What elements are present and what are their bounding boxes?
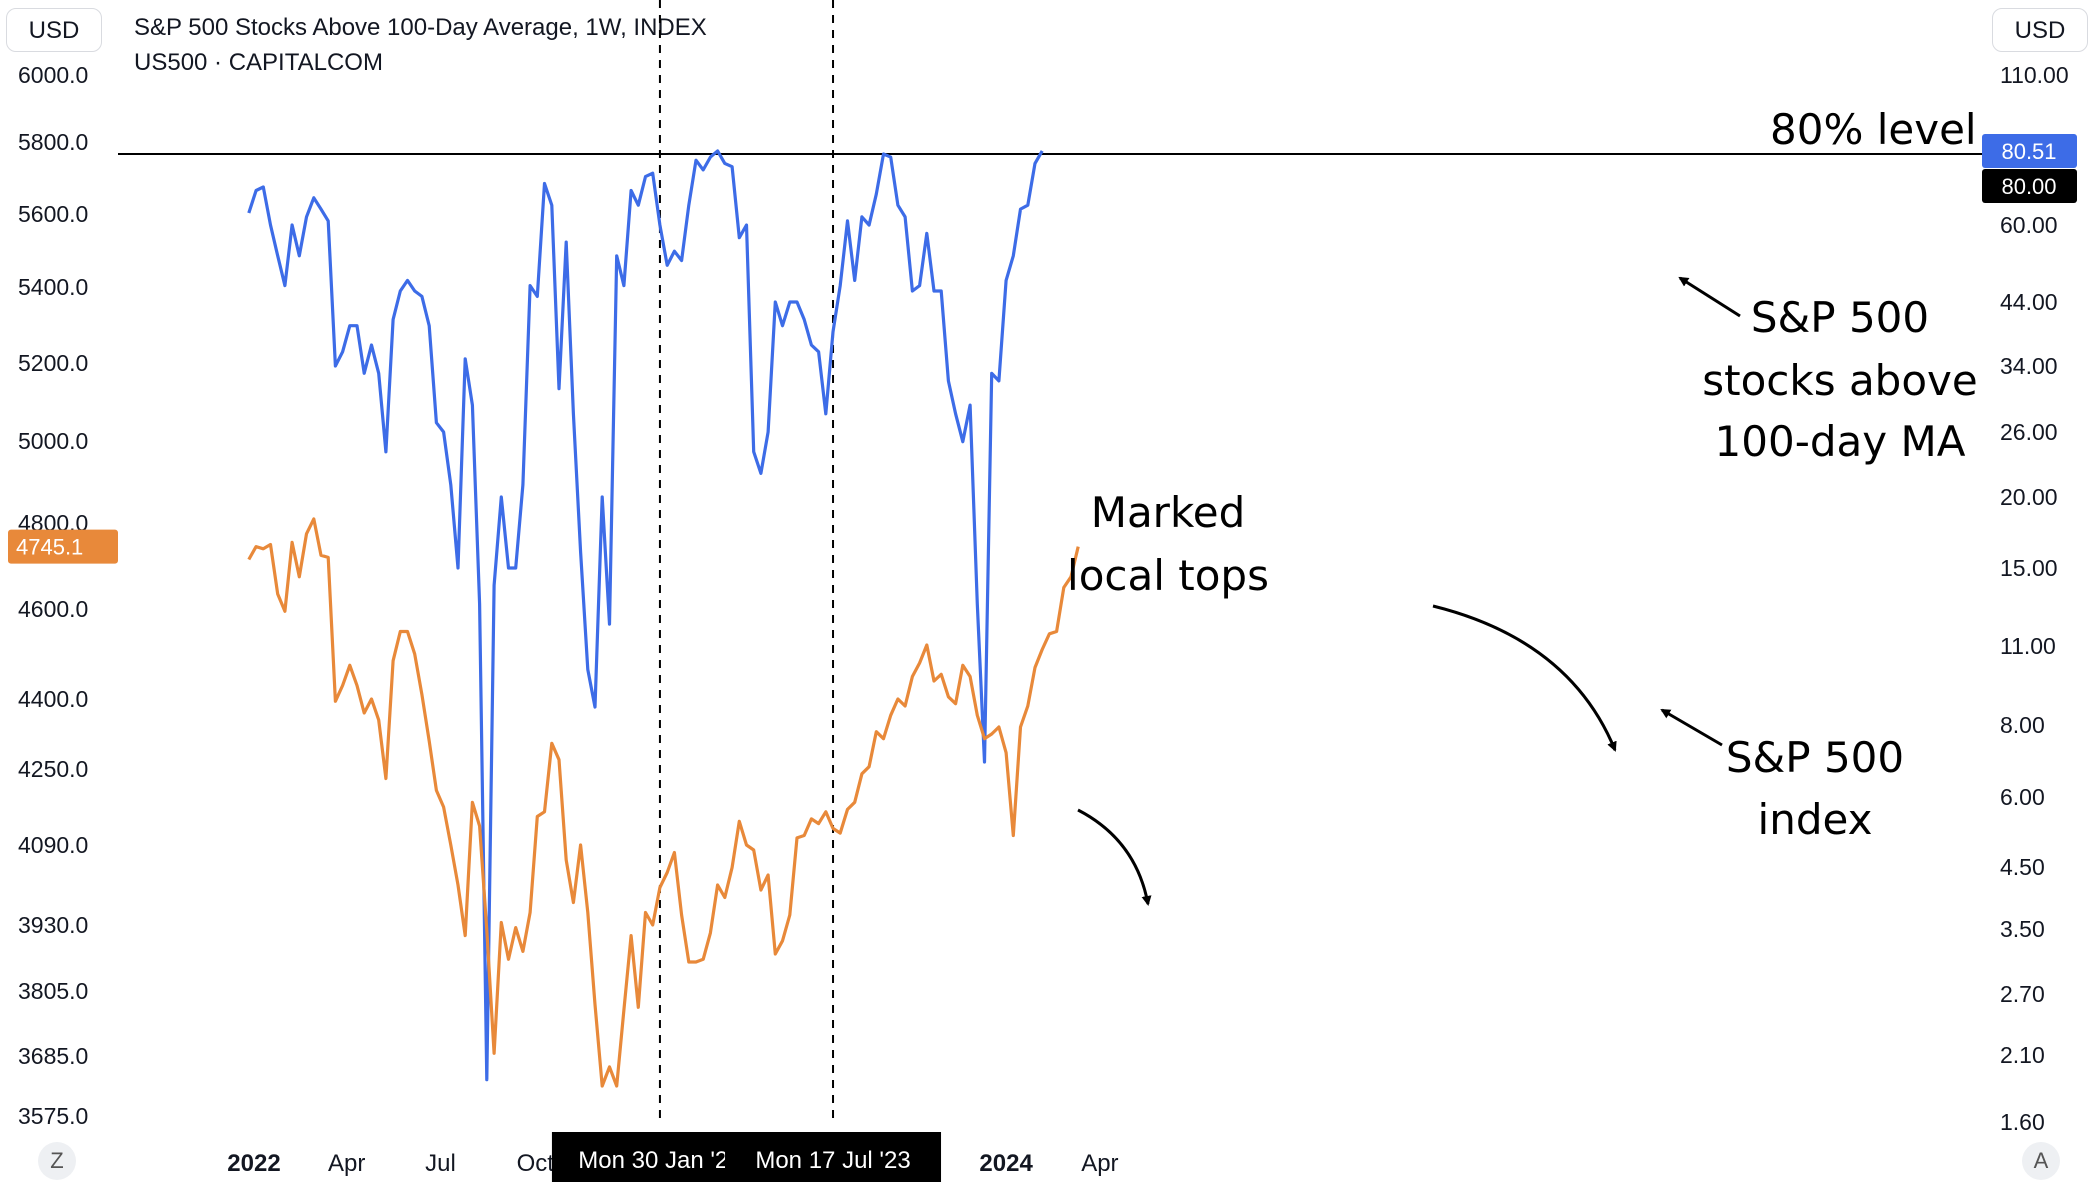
- left-axis-tick-label: 5000.0: [18, 428, 88, 454]
- left-axis-tick-label: 5800.0: [18, 129, 88, 155]
- curved-arrow-first-top: [1077, 808, 1152, 906]
- left-currency-button[interactable]: USD: [6, 8, 102, 52]
- x-axis-tick-label: Oct: [517, 1150, 555, 1177]
- left-axis-tick-label: 5600.0: [18, 201, 88, 227]
- right-axis-tick-label: 110.00: [2000, 62, 2069, 88]
- index-last-value-badge: [8, 529, 118, 564]
- date-marker-badge-label: Mon 30 Jan '23: [578, 1147, 741, 1174]
- chart-subtitle: US500 · CAPITALCOM: [134, 49, 383, 76]
- index-last-value-label: 4745.1: [16, 535, 83, 560]
- right-axis-tick-label: 4.50: [2000, 854, 2045, 880]
- pct-last-value-badge: [1982, 134, 2077, 168]
- right-axis-tick-label: 11.00: [2000, 633, 2056, 659]
- right-axis-tick-label: 1.60: [2000, 1109, 2045, 1135]
- right-axis-tick-label: 60.00: [2000, 212, 2058, 238]
- x-axis-tick-label: Apr: [1081, 1150, 1118, 1177]
- right-axis-tick-label: 26.00: [2000, 419, 2058, 445]
- auto-scale-toggle-left[interactable]: Z: [38, 1142, 76, 1180]
- left-axis-tick-label: 6000.0: [18, 62, 88, 88]
- x-axis-tick-label: Apr: [328, 1150, 365, 1177]
- ref-level-badge-label: 80.00: [2001, 174, 2056, 199]
- right-axis-tick-label: 3.50: [2000, 916, 2045, 942]
- right-currency-button[interactable]: USD: [1992, 8, 2088, 52]
- right-axis-tick-label: 15.00: [2000, 555, 2058, 581]
- right-axis-tick-label: 6.00: [2000, 784, 2045, 810]
- date-marker-badge: [725, 1132, 942, 1182]
- right-axis-tick-label: 8.00: [2000, 712, 2045, 738]
- right-axis-tick-label: 2.70: [2000, 981, 2045, 1007]
- left-axis-tick-label: 3575.0: [18, 1103, 88, 1129]
- arrow-to-pct-series: [1678, 276, 1741, 318]
- left-axis-tick-label: 4400.0: [18, 686, 88, 712]
- left-axis-tick-label: 3805.0: [18, 978, 88, 1004]
- left-axis-tick-label: 4090.0: [18, 832, 88, 858]
- right-axis-tick-label: 2.10: [2000, 1042, 2045, 1068]
- curved-arrow-second-top: [1432, 604, 1617, 752]
- left-axis-tick-label: 5200.0: [18, 350, 88, 376]
- left-axis-tick-label: 4250.0: [18, 756, 88, 782]
- annotation-pct-series-label: S&P 500 stocks above 100-day MA: [1702, 293, 1977, 466]
- x-axis-tick-label: Jul: [425, 1150, 456, 1177]
- date-marker-badge-label: Mon 17 Jul '23: [755, 1147, 910, 1174]
- pct-above-100dma-line: [247, 149, 1044, 1082]
- arrow-to-index-series: [1660, 708, 1723, 747]
- reference-line-label: 80% level: [1770, 105, 1977, 154]
- sp500-index-line: [247, 517, 1080, 1088]
- chart-title: S&P 500 Stocks Above 100-Day Average, 1W…: [134, 14, 707, 41]
- auto-scale-toggle-right[interactable]: A: [2022, 1142, 2060, 1180]
- right-axis-tick-label: 20.00: [2000, 484, 2058, 510]
- left-axis-tick-label: 5400.0: [18, 274, 88, 300]
- left-axis-tick-label: 4600.0: [18, 596, 88, 622]
- annotation-marked-local-tops: Marked local tops: [1067, 488, 1269, 600]
- right-axis-tick-label: 44.00: [2000, 289, 2058, 315]
- left-axis-tick-label: 3685.0: [18, 1043, 88, 1069]
- pct-last-value-label: 80.51: [2001, 139, 2056, 164]
- x-axis-tick-label: 2024: [979, 1150, 1033, 1177]
- annotation-index-label: S&P 500 index: [1726, 733, 1904, 844]
- right-axis-tick-label: 34.00: [2000, 353, 2058, 379]
- left-axis-tick-label: 3930.0: [18, 912, 88, 938]
- ref-level-badge: [1982, 169, 2077, 203]
- x-axis-tick-label: 2022: [227, 1150, 280, 1177]
